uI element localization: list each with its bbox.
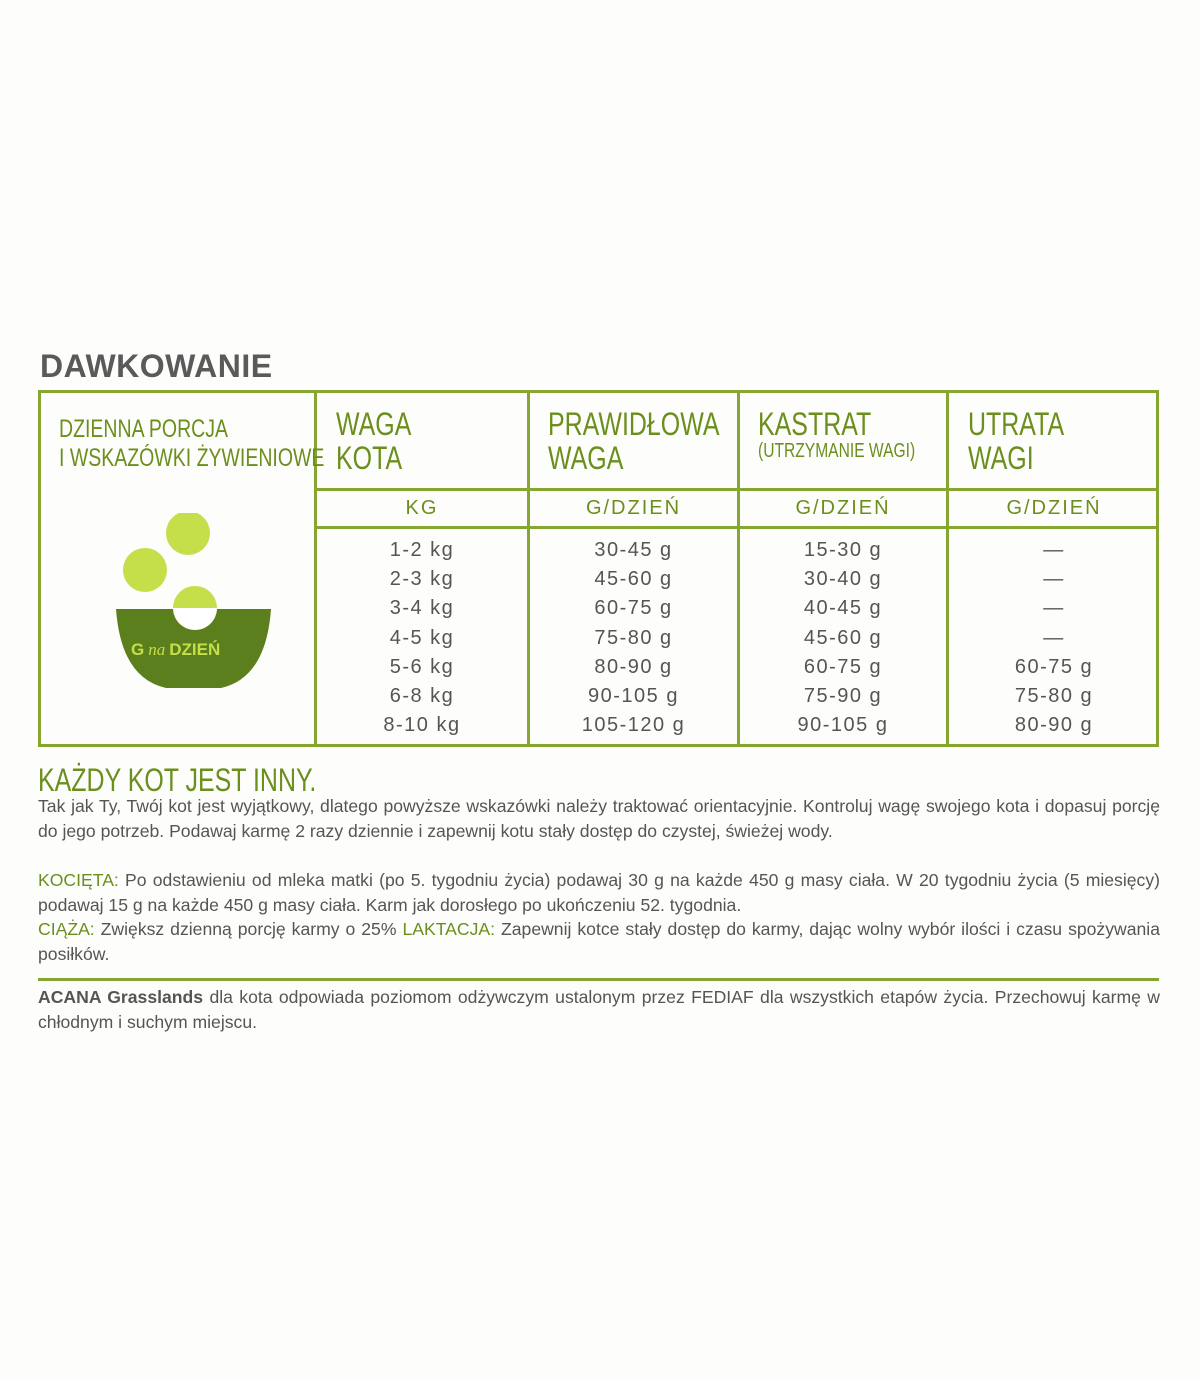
page-title: DAWKOWANIE (40, 348, 273, 384)
kittens-text: Po odstawieniu od mleka matki (po 5. tyg… (38, 870, 1160, 915)
paragraph-intro: Tak jak Ty, Twój kot jest wyjątkowy, dla… (38, 796, 1160, 841)
table-cell: 75-80 g (594, 626, 673, 649)
bowl-icon (116, 609, 271, 688)
header-kastrat: KASTRAT (UTRZYMANIE WAGI) (758, 406, 916, 462)
paragraph-pregnancy: CIĄŻA: Zwiększ dzienną porcję karmy o 25… (38, 917, 1160, 966)
table-cell: 80-90 g (1014, 714, 1094, 737)
lactation-text: Zapewnij kotce stały dostęp do karmy, da… (38, 919, 1160, 964)
section-heading: KAŻDY KOT JEST INNY. (38, 762, 317, 798)
table-cell: 6-8 kg (389, 684, 455, 707)
table-cell: 3-4 kg (389, 597, 455, 620)
table-cell: 15-30 g (803, 539, 883, 561)
table-cell: 90-105 g (797, 714, 889, 737)
divider (315, 488, 1156, 491)
divider (527, 393, 530, 744)
ball-icon (166, 511, 210, 555)
divider (946, 393, 949, 744)
table-cell: 75-80 g (1014, 684, 1094, 707)
table-cell: 45-60 g (803, 626, 883, 649)
table-cell: — (1043, 626, 1065, 649)
table-cell: 8-10 kg (383, 714, 461, 737)
intro-line-2: I WSKAZÓWKI ŻYWIENIOWE (59, 444, 325, 472)
table-cell: 2-3 kg (389, 568, 455, 591)
divider (38, 978, 1159, 981)
header-prawidlowa-waga: PRAWIDŁOWA WAGA (548, 406, 720, 476)
intro-label: DZIENNA PORCJA I WSKAZÓWKI ŻYWIENIOWE (59, 415, 399, 473)
table-cell: — (1043, 539, 1065, 561)
divider (314, 393, 317, 744)
divider (315, 526, 1156, 529)
table-cell: 1-2 kg (389, 539, 455, 561)
pregnancy-text: Zwiększ dzienną porcję karmy o 25% (94, 919, 403, 939)
table-cell: 40-45 g (803, 597, 883, 620)
unit-g-dzien: G/DZIEŃ (585, 497, 682, 519)
table-cell: 105-120 g (581, 714, 686, 737)
column-values: 1-2 kg 2-3 kg 3-4 kg 4-5 kg 5-6 kg 6-8 kg 8-10… (317, 536, 527, 740)
paragraph-kittens: KOCIĘTA: Po odstawieniu od mleka matki (… (38, 868, 1160, 917)
unit-kg: KG (405, 497, 439, 519)
pregnancy-label: CIĄŻA: (38, 919, 95, 939)
table-cell: 30-45 g (594, 539, 673, 561)
table-cell: 60-75 g (803, 655, 883, 678)
header-waga-kota: WAGA KOTA (336, 406, 412, 476)
ball-icon (123, 548, 167, 592)
column-values: 30-45 g 45-60 g 60-75 g 75-80 g 80-90 g 90-10… (530, 536, 737, 740)
table-cell: — (1043, 597, 1065, 620)
table-cell: 80-90 g (594, 655, 673, 678)
table-cell: 5-6 kg (389, 655, 455, 678)
table-cell: 45-60 g (594, 568, 673, 591)
table-cell: 30-40 g (803, 568, 883, 591)
divider (737, 393, 740, 744)
brand-name: ACANA Grasslands (38, 987, 204, 1007)
lactation-label: LAKTACJA: (402, 919, 496, 939)
table-cell: 60-75 g (1014, 655, 1094, 678)
table-cell: 60-75 g (594, 597, 673, 620)
unit-g-dzien: G/DZIEŃ (795, 497, 891, 519)
unit-g-dzien: G/DZIEŃ (1006, 497, 1102, 519)
table-cell: 75-90 g (803, 684, 883, 707)
table-cell: 90-105 g (588, 684, 679, 707)
footer-text: dla kota odpowiada poziomom odżywczym us… (38, 987, 1160, 1032)
header-utrata-wagi: UTRATA WAGI (968, 406, 1065, 476)
intro-line-1: DZIENNA PORCJA (59, 415, 229, 443)
kittens-label: KOCIĘTA: (38, 870, 119, 890)
table-cell: 4-5 kg (389, 626, 455, 649)
column-values: 15-30 g 30-40 g 40-45 g 45-60 g 60-75 g 75-90… (740, 536, 946, 740)
paragraph-footer: ACANA Grasslands dla kota odpowiada pozi… (38, 985, 1160, 1034)
column-values: — — — — 60-75 g 75-80 g 80-90 g (949, 536, 1159, 740)
table-cell: — (1043, 568, 1065, 591)
